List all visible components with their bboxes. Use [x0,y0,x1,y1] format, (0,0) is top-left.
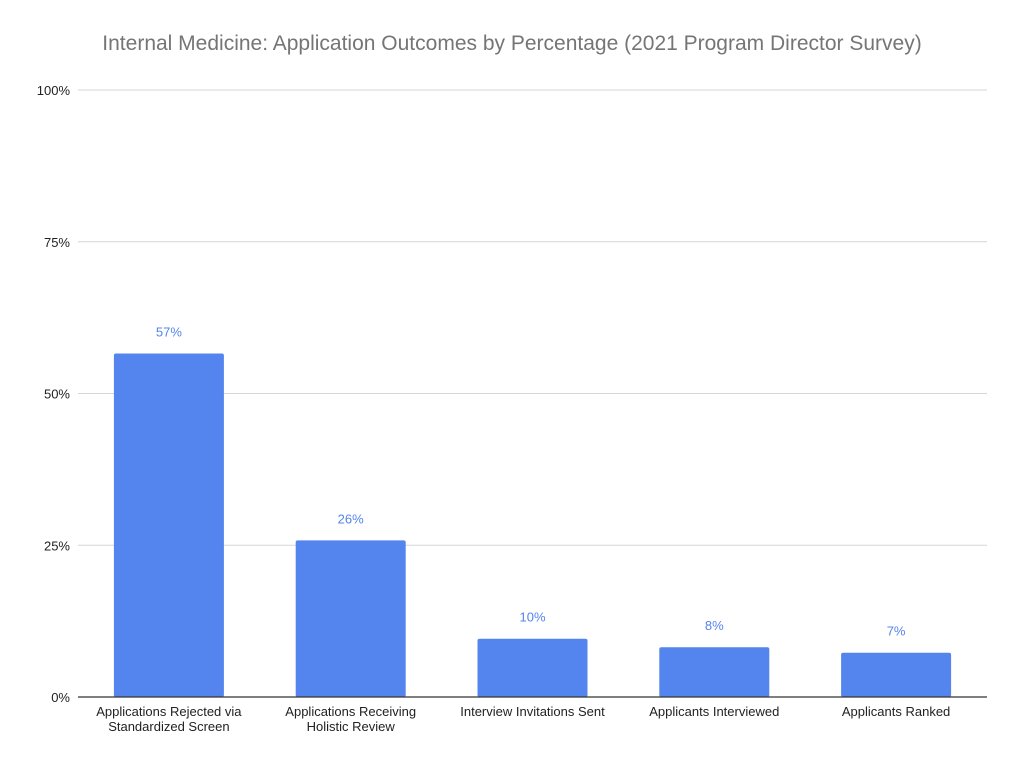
x-tick-label-line: Standardized Screen [108,719,229,734]
bar [841,652,952,697]
data-label: 7% [887,624,906,639]
bar [659,647,770,697]
x-tick-label: Applicants Interviewed [649,704,779,719]
bar [295,540,406,697]
data-label: 57% [156,324,182,339]
x-tick-label-line: Applicants Interviewed [649,704,779,719]
y-tick-label: 0% [51,690,70,705]
y-tick-label: 25% [44,538,70,553]
data-label: 26% [338,511,364,526]
x-tick-label: Interview Invitations Sent [460,704,605,719]
x-tick-label-line: Applications Receiving [285,704,416,719]
x-tick-label: Applicants Ranked [842,704,950,719]
x-tick-label-line: Applicants Ranked [842,704,950,719]
gridlines [78,89,987,546]
bar [113,353,224,697]
data-labels: 57% 26% 10% 8% 7% [156,324,906,638]
y-tick-label: 75% [44,235,70,250]
data-label: 10% [519,610,545,625]
bar [477,638,588,697]
chart-title: Internal Medicine: Application Outcomes … [102,32,922,55]
x-tick-label-line: Holistic Review [307,719,396,734]
y-tick-label: 100% [37,83,71,98]
bars [113,353,952,697]
data-label: 8% [705,618,724,633]
x-tick-label-line: Applications Rejected via [96,704,242,719]
y-axis-tick-labels: 0% 25% 50% 75% 100% [37,83,71,705]
y-tick-label: 50% [44,387,70,402]
x-tick-label-line: Interview Invitations Sent [460,704,605,719]
